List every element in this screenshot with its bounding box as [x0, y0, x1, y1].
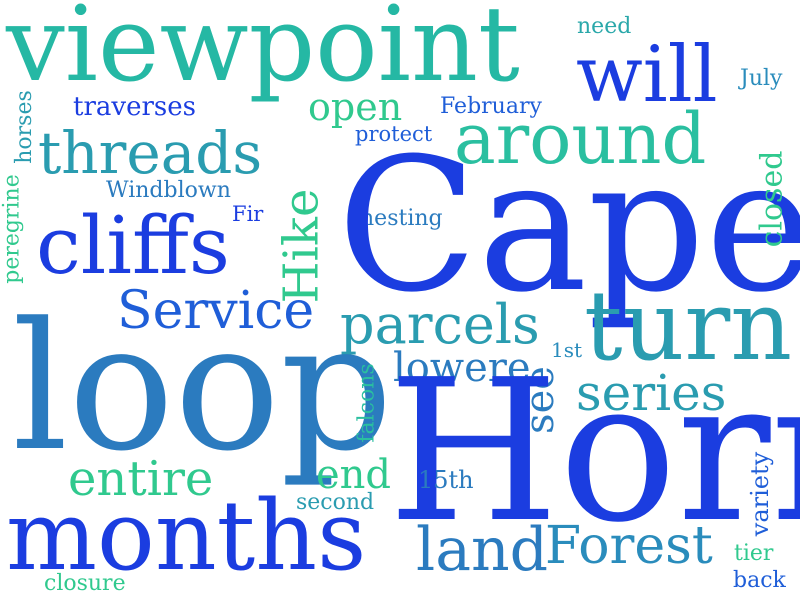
word-february: February — [440, 94, 542, 119]
word-threads: threads — [38, 119, 263, 187]
word-open: open — [308, 85, 403, 129]
word-closure: closure — [44, 571, 126, 596]
word-end: end — [316, 452, 392, 498]
word-cliffs: cliffs — [36, 199, 230, 292]
word-falcons: falcons — [354, 363, 380, 443]
word-fir: Fir — [232, 202, 264, 226]
word-viewpoint: viewpoint — [6, 0, 520, 105]
word-back: back — [733, 568, 786, 593]
word-will: will — [576, 30, 718, 120]
word-horn: Horn — [388, 338, 800, 566]
word-around: around — [454, 98, 707, 180]
word-variety: variety — [746, 451, 775, 537]
word-tier: tier — [734, 541, 774, 566]
word-loop: loop — [12, 285, 393, 490]
word-1st: 1st — [551, 338, 583, 362]
word-protect: protect — [355, 122, 433, 146]
word-cape: Cape — [337, 119, 800, 333]
word-need: need — [577, 14, 632, 39]
word-closed: closed — [754, 150, 790, 248]
word-service: Service — [117, 281, 315, 341]
word-nesting: nesting — [360, 206, 443, 231]
word-windblown: Windblown — [106, 178, 231, 203]
word-series: series — [576, 364, 727, 422]
word-15th: 15th — [418, 466, 474, 494]
word-parcels: parcels — [340, 293, 540, 356]
word-entire: entire — [68, 451, 214, 507]
word-lowere: lowere — [393, 345, 531, 391]
word-forest: Forest — [545, 516, 713, 576]
word-turn: turn — [584, 270, 793, 382]
word-second: second — [296, 490, 375, 515]
word-july: July — [740, 66, 783, 91]
word-land: land — [416, 515, 549, 585]
word-traverses: traverses — [73, 92, 196, 122]
word-peregrine: peregrine — [0, 174, 25, 284]
word-horses: horses — [11, 90, 37, 164]
word-months: months — [6, 480, 367, 592]
